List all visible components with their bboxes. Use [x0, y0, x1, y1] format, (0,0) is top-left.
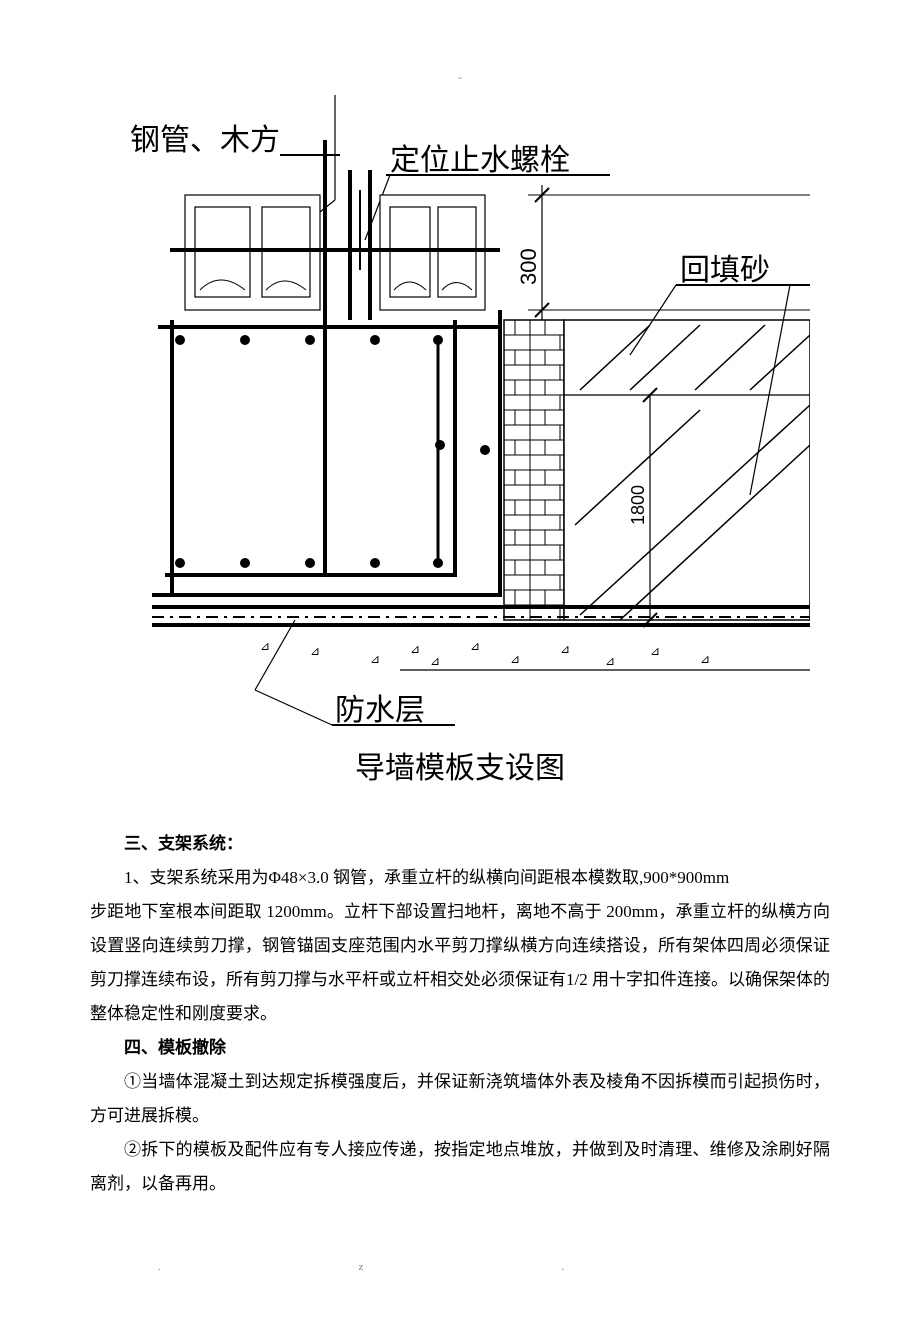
- svg-text:1800: 1800: [628, 485, 648, 525]
- heading-s4: 四、模板撤除: [90, 1031, 830, 1065]
- label-anchor-bolt: 定位止水螺栓: [390, 144, 570, 177]
- svg-text:⊿: ⊿: [650, 644, 660, 658]
- page-footer: .z.: [90, 1261, 830, 1273]
- label-waterproof: 防水层: [255, 620, 455, 727]
- footer-left: .: [158, 1261, 359, 1273]
- rebar-top-row: [175, 335, 443, 345]
- body-text: 三、支架系统： 1、支架系统采用为Φ48×3.0 钢管，承重立杆的纵横向间距根本…: [90, 827, 830, 1201]
- svg-text:⊿: ⊿: [560, 642, 570, 656]
- brick-wall: [504, 320, 564, 620]
- diagram-caption: 导墙模板支设图: [90, 743, 830, 787]
- svg-text:⊿: ⊿: [700, 652, 710, 666]
- rebar-bottom-row: [175, 558, 443, 568]
- dim-300: 300: [516, 185, 810, 320]
- svg-text:⊿: ⊿: [370, 652, 380, 666]
- heading-s3: 三、支架系统：: [90, 827, 830, 861]
- footer-right: z.: [359, 1261, 763, 1273]
- svg-text:回填砂: 回填砂: [680, 254, 770, 287]
- diagram-container: 钢管、木方 定位止水螺栓: [110, 95, 810, 735]
- svg-text:⊿: ⊿: [510, 652, 520, 666]
- svg-text:防水层: 防水层: [335, 694, 425, 727]
- header-mark: -: [90, 70, 830, 85]
- svg-text:⊿: ⊿: [470, 639, 480, 653]
- svg-text:300: 300: [516, 248, 541, 285]
- document-page: - 钢管、木方: [0, 0, 920, 1333]
- s4-p1: ①当墙体混凝土到达规定拆模强度后，并保证新浇筑墙体外表及棱角不因拆模而引起损伤时…: [90, 1065, 830, 1133]
- svg-text:⊿: ⊿: [260, 639, 270, 653]
- svg-text:⊿: ⊿: [410, 642, 420, 656]
- svg-text:⊿: ⊿: [605, 654, 615, 668]
- svg-text:⊿: ⊿: [430, 654, 440, 668]
- s4-p2: ②拆下的模板及配件应有专人接应传递，按指定地点堆放，并做到及时清理、维修及涂刷好…: [90, 1133, 830, 1201]
- concrete-base: ⊿ ⊿ ⊿ ⊿ ⊿ ⊿ ⊿ ⊿ ⊿ ⊿ ⊿: [260, 639, 810, 670]
- svg-text:⊿: ⊿: [310, 644, 320, 658]
- s3-p1: 1、支架系统采用为Φ48×3.0 钢管，承重立杆的纵横向间距根本模数取,900*…: [90, 861, 830, 895]
- s3-p2: 步距地下室根本间距取 1200mm。立杆下部设置扫地杆，离地不高于 200mm，…: [90, 895, 830, 1031]
- label-steel-wood: 钢管、木方: [130, 124, 280, 157]
- formwork-diagram: 钢管、木方 定位止水螺栓: [110, 95, 810, 735]
- backfill-area: [564, 320, 810, 620]
